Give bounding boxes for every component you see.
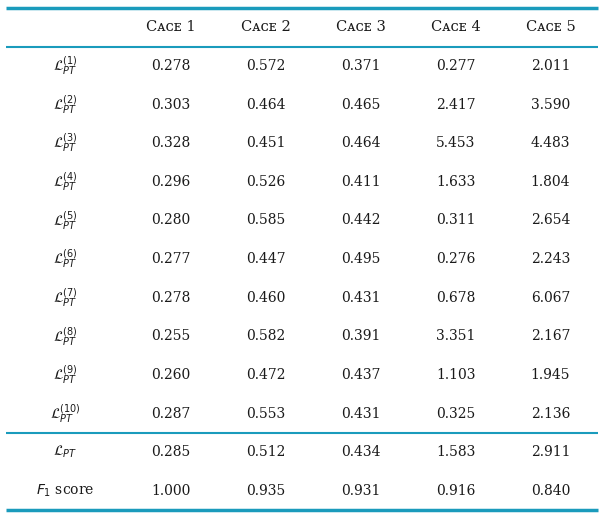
- Text: 2.911: 2.911: [531, 445, 570, 459]
- Text: 0.451: 0.451: [246, 136, 286, 150]
- Text: 0.411: 0.411: [341, 175, 381, 189]
- Text: $\mathcal{L}_{PT}^{(6)}$: $\mathcal{L}_{PT}^{(6)}$: [53, 248, 77, 270]
- Text: 0.325: 0.325: [436, 407, 475, 421]
- Text: 0.431: 0.431: [341, 291, 381, 305]
- Text: $\mathcal{L}_{PT}^{(9)}$: $\mathcal{L}_{PT}^{(9)}$: [53, 364, 77, 386]
- Text: 6.067: 6.067: [531, 291, 570, 305]
- Text: 1.583: 1.583: [436, 445, 475, 459]
- Text: Cᴀᴄᴇ 4: Cᴀᴄᴇ 4: [431, 20, 481, 34]
- Text: $F_1$ score: $F_1$ score: [36, 483, 94, 499]
- Text: 2.243: 2.243: [531, 252, 570, 266]
- Text: 0.437: 0.437: [341, 368, 381, 382]
- Text: 2.417: 2.417: [436, 97, 475, 111]
- Text: $\mathcal{L}_{PT}^{(3)}$: $\mathcal{L}_{PT}^{(3)}$: [53, 132, 77, 154]
- Text: 2.011: 2.011: [531, 59, 570, 73]
- Text: 1.633: 1.633: [436, 175, 475, 189]
- Text: 0.442: 0.442: [341, 213, 381, 227]
- Text: 0.585: 0.585: [246, 213, 286, 227]
- Text: 0.916: 0.916: [436, 484, 475, 498]
- Text: 2.167: 2.167: [531, 329, 570, 343]
- Text: 0.678: 0.678: [436, 291, 475, 305]
- Text: $\mathcal{L}_{PT}$: $\mathcal{L}_{PT}$: [53, 444, 77, 461]
- Text: 2.136: 2.136: [531, 407, 570, 421]
- Text: Cᴀᴄᴇ 2: Cᴀᴄᴇ 2: [241, 20, 291, 34]
- Text: 0.460: 0.460: [246, 291, 286, 305]
- Text: 0.277: 0.277: [152, 252, 191, 266]
- Text: 4.483: 4.483: [531, 136, 570, 150]
- Text: 0.277: 0.277: [436, 59, 475, 73]
- Text: 0.553: 0.553: [246, 407, 286, 421]
- Text: $\mathcal{L}_{PT}^{(1)}$: $\mathcal{L}_{PT}^{(1)}$: [53, 55, 77, 77]
- Text: 0.391: 0.391: [341, 329, 381, 343]
- Text: 0.582: 0.582: [246, 329, 286, 343]
- Text: 0.276: 0.276: [436, 252, 475, 266]
- Text: 0.526: 0.526: [246, 175, 286, 189]
- Text: 1.804: 1.804: [531, 175, 570, 189]
- Text: Cᴀᴄᴇ 1: Cᴀᴄᴇ 1: [146, 20, 196, 34]
- Text: 0.311: 0.311: [436, 213, 475, 227]
- Text: 0.464: 0.464: [341, 136, 381, 150]
- Text: 0.472: 0.472: [246, 368, 286, 382]
- Text: 0.431: 0.431: [341, 407, 381, 421]
- Text: 0.447: 0.447: [246, 252, 286, 266]
- Text: 5.453: 5.453: [436, 136, 475, 150]
- Text: 0.285: 0.285: [152, 445, 191, 459]
- Text: 0.434: 0.434: [341, 445, 381, 459]
- Text: 0.296: 0.296: [152, 175, 191, 189]
- Text: Cᴀᴄᴇ 3: Cᴀᴄᴇ 3: [336, 20, 386, 34]
- Text: 0.280: 0.280: [152, 213, 191, 227]
- Text: 0.260: 0.260: [152, 368, 191, 382]
- Text: 0.328: 0.328: [152, 136, 191, 150]
- Text: Cᴀᴄᴇ 5: Cᴀᴄᴇ 5: [525, 20, 576, 34]
- Text: 0.465: 0.465: [341, 97, 381, 111]
- Text: 0.278: 0.278: [152, 291, 191, 305]
- Text: $\mathcal{L}_{PT}^{(8)}$: $\mathcal{L}_{PT}^{(8)}$: [53, 325, 77, 348]
- Text: $\mathcal{L}_{PT}^{(2)}$: $\mathcal{L}_{PT}^{(2)}$: [53, 93, 77, 116]
- Text: $\mathcal{L}_{PT}^{(4)}$: $\mathcal{L}_{PT}^{(4)}$: [53, 170, 77, 193]
- Text: 0.255: 0.255: [152, 329, 191, 343]
- Text: $\mathcal{L}_{PT}^{(7)}$: $\mathcal{L}_{PT}^{(7)}$: [53, 286, 77, 309]
- Text: 0.278: 0.278: [152, 59, 191, 73]
- Text: 0.303: 0.303: [152, 97, 191, 111]
- Text: 1.945: 1.945: [531, 368, 570, 382]
- Text: 0.572: 0.572: [246, 59, 286, 73]
- Text: 0.371: 0.371: [341, 59, 381, 73]
- Text: $\mathcal{L}_{PT}^{(10)}$: $\mathcal{L}_{PT}^{(10)}$: [50, 402, 80, 425]
- Text: 0.935: 0.935: [246, 484, 286, 498]
- Text: 0.287: 0.287: [152, 407, 191, 421]
- Text: 0.931: 0.931: [341, 484, 381, 498]
- Text: 2.654: 2.654: [531, 213, 570, 227]
- Text: 0.464: 0.464: [246, 97, 286, 111]
- Text: 0.840: 0.840: [531, 484, 570, 498]
- Text: $\mathcal{L}_{PT}^{(5)}$: $\mathcal{L}_{PT}^{(5)}$: [53, 209, 77, 232]
- Text: 3.351: 3.351: [436, 329, 475, 343]
- Text: 1.103: 1.103: [436, 368, 475, 382]
- Text: 3.590: 3.590: [531, 97, 570, 111]
- Text: 0.512: 0.512: [246, 445, 286, 459]
- Text: 0.495: 0.495: [341, 252, 381, 266]
- Text: 1.000: 1.000: [152, 484, 191, 498]
